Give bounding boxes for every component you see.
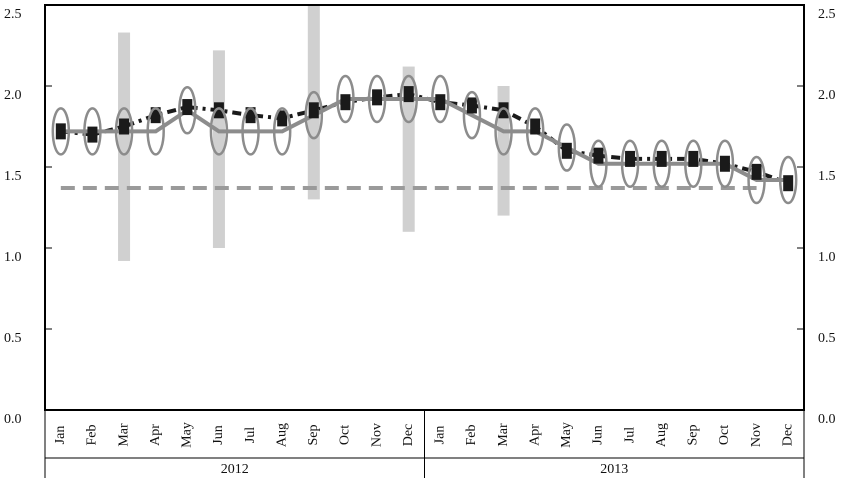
x-tick-label: Aug	[274, 423, 289, 447]
y-tick-label: 2.0	[818, 88, 836, 103]
square-marker	[372, 89, 383, 106]
square-marker	[498, 102, 509, 119]
x-tick-label: Nov	[369, 423, 384, 447]
square-marker	[719, 155, 730, 172]
ellipse-marker	[209, 107, 229, 156]
ellipse-marker	[51, 107, 71, 156]
square-marker	[435, 94, 446, 111]
x-tick-label: Feb	[464, 425, 479, 446]
square-marker	[119, 118, 130, 135]
x-tick-label: Mar	[496, 423, 511, 447]
range-bar	[118, 32, 131, 261]
ellipse-marker	[114, 107, 134, 156]
y-tick-label: 0.5	[4, 331, 22, 346]
range-bar	[497, 86, 510, 216]
ellipse-marker	[146, 107, 165, 156]
ellipse-marker	[589, 139, 608, 189]
ellipse-marker	[272, 107, 292, 156]
square-marker	[656, 150, 667, 167]
x-tick-label: Jun	[591, 425, 606, 444]
x-tick-label: Dec	[780, 424, 795, 447]
square-marker	[466, 97, 477, 114]
y-tick-label: 1.0	[4, 250, 22, 265]
ellipse-marker	[367, 74, 387, 124]
square-marker	[182, 99, 193, 116]
ellipse-marker	[431, 74, 450, 124]
x-tick-label: Nov	[749, 423, 764, 447]
x-tick-label: Mar	[116, 423, 131, 447]
square-marker	[783, 175, 794, 192]
x-tick-label: Oct	[338, 425, 353, 445]
square-marker	[593, 147, 604, 164]
ellipse-marker	[399, 74, 418, 124]
y-tick-label: 0.5	[818, 331, 836, 346]
series-line	[60, 92, 789, 186]
x-tick-label: Jul	[622, 427, 637, 443]
ellipse-marker	[778, 155, 798, 205]
x-tick-label: Jan	[53, 426, 68, 445]
ellipse-marker	[241, 107, 260, 156]
ellipse-marker	[652, 139, 671, 189]
x-tick-label: Sep	[306, 425, 321, 446]
x-tick-label: May	[559, 422, 574, 448]
square-marker	[277, 110, 288, 127]
x-tick-label: Jan	[433, 426, 448, 445]
ellipse-marker	[462, 90, 482, 140]
ellipse-marker	[747, 155, 766, 205]
square-marker	[245, 107, 256, 124]
group-label: 2012	[221, 462, 249, 477]
square-marker	[530, 118, 541, 135]
square-marker	[55, 123, 66, 140]
series-line	[60, 96, 789, 182]
ellipse-marker	[684, 139, 703, 189]
y-tick-label: 2.0	[4, 88, 22, 103]
square-marker	[308, 102, 319, 119]
range-bar	[307, 5, 320, 200]
y-tick-label: 0.0	[818, 412, 836, 427]
square-marker	[751, 163, 762, 180]
x-tick-label: May	[180, 422, 195, 448]
y-tick-label: 1.0	[818, 250, 836, 265]
y-tick-label: 1.5	[4, 169, 22, 184]
x-tick-label: Feb	[85, 425, 100, 446]
ellipse-marker	[494, 107, 513, 156]
x-tick-label: Dec	[401, 424, 416, 447]
ellipse-marker	[715, 139, 735, 189]
ellipse-marker	[336, 74, 355, 124]
x-tick-label: Jun	[211, 425, 226, 444]
range-bar	[402, 66, 415, 232]
x-tick-label: Sep	[686, 425, 701, 446]
ellipse-marker	[304, 90, 324, 140]
ellipse-marker	[525, 107, 545, 156]
ellipse-marker	[178, 86, 197, 135]
square-marker	[150, 107, 161, 124]
ellipse-marker	[557, 123, 577, 172]
ellipse-marker	[620, 139, 640, 189]
range-bar	[212, 50, 225, 248]
x-tick-label: Aug	[654, 423, 669, 447]
x-tick-label: Oct	[717, 425, 732, 445]
plot-frame	[44, 4, 805, 411]
square-marker	[688, 150, 699, 167]
group-label: 2013	[600, 462, 628, 477]
y-tick-label: 1.5	[818, 169, 836, 184]
x-tick-label: Apr	[527, 424, 542, 446]
y-tick-label: 2.5	[818, 7, 836, 22]
x-tick-label: Jul	[243, 427, 258, 443]
y-tick-label: 2.5	[4, 7, 22, 22]
square-marker	[625, 150, 636, 167]
y-tick-label: 0.0	[4, 412, 22, 427]
square-marker	[403, 86, 414, 103]
ellipse-marker	[83, 107, 102, 156]
square-marker	[340, 94, 351, 111]
square-marker	[561, 142, 572, 159]
square-marker	[87, 126, 98, 143]
x-tick-label: Apr	[148, 424, 163, 446]
square-marker	[213, 102, 224, 119]
